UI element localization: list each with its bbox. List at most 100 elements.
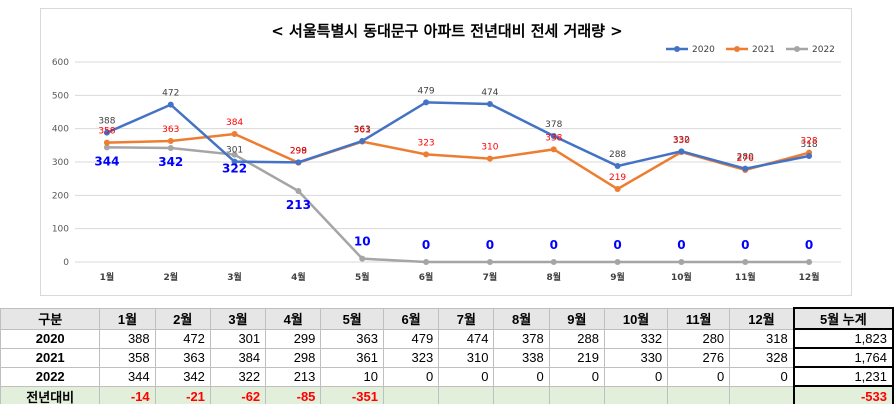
x-tick-label: 5월: [355, 271, 370, 283]
data-point-2022: [742, 259, 749, 265]
table-cell: 322: [209, 366, 267, 387]
table-cell: -533: [792, 385, 894, 404]
table-cell: 338: [493, 347, 550, 368]
table-header-cell: 7월: [438, 307, 495, 330]
data-point-2021: [614, 186, 621, 192]
table-cell: 276: [667, 347, 731, 368]
y-tick-label: 0: [63, 258, 69, 268]
data-point-2020: [614, 163, 621, 169]
chart-area: < 서울특별시 동대문구 아파트 전년대비 전세 거래량 >0 100 200 300…: [40, 8, 852, 296]
table-cell: [667, 385, 731, 404]
data-point-2021: [167, 138, 174, 144]
table-cell: 219: [548, 347, 605, 368]
table-row: 2022 344 342 322 213 10 0 0 0 0 0 0 0 1,231: [0, 366, 894, 387]
data-label-2020: 299: [290, 146, 307, 156]
table-cell: 299: [265, 328, 322, 349]
data-label-2022: 0: [805, 238, 813, 252]
data-point-2022: [486, 259, 493, 265]
data-point-2022: [806, 259, 813, 265]
table-cell: [729, 385, 795, 404]
table-cell: 288: [548, 328, 605, 349]
table-cell: 1,231: [792, 366, 894, 387]
table-cell: 10: [320, 366, 384, 387]
table-row-label: 2020: [0, 328, 101, 349]
table-cell: 358: [99, 347, 156, 368]
data-label-2021: 323: [417, 138, 434, 148]
table-header-row: 구분 1월 2월 3월 4월 5월 6월 7월 8월 9월 10월 11월 12월 5월 누계: [0, 307, 894, 330]
y-tick-label: 600: [52, 58, 69, 68]
y-tick-label: 200: [52, 191, 69, 201]
table-header-cell: 9월: [548, 307, 605, 330]
table-row-label: 2021: [0, 347, 101, 368]
table-row: 2021 358 363 384 298 361 323 310 338 219 330 276 328…: [0, 347, 894, 368]
legend-marker-2022: [794, 46, 800, 52]
data-point-2022: [295, 188, 302, 194]
x-tick-label: 7월: [483, 271, 498, 283]
table-header-cell: 6월: [382, 307, 440, 330]
table-cell: 472: [154, 328, 211, 349]
data-label-2022: 342: [158, 155, 183, 169]
table-cell: 363: [320, 328, 384, 349]
data-label-2022: 0: [422, 238, 430, 252]
x-tick-label: 1월: [100, 271, 115, 283]
x-tick-label: 12월: [799, 271, 820, 283]
y-tick-label: 100: [52, 225, 69, 235]
table-cell: [603, 385, 669, 404]
table-header-cell: 5월: [320, 307, 384, 330]
data-label-2021: 384: [226, 118, 243, 128]
data-label-2020: 301: [226, 146, 243, 156]
y-tick-label: 500: [52, 91, 69, 101]
data-label-2021: 298: [290, 147, 307, 157]
x-tick-label: 4월: [291, 271, 306, 283]
x-tick-label: 9월: [610, 271, 625, 283]
x-tick-label: 6월: [419, 271, 434, 283]
line-chart: < 서울특별시 동대문구 아파트 전년대비 전세 거래량 >0100200300…: [52, 22, 841, 283]
table-cell: 280: [667, 328, 731, 349]
table-cell: 361: [320, 347, 384, 368]
legend-marker-2020: [674, 46, 680, 52]
table-cell: 301: [209, 328, 267, 349]
data-point-2020: [742, 165, 749, 172]
data-label-2020: 472: [162, 89, 179, 99]
data-point-2020: [167, 101, 174, 108]
table-cell: 388: [99, 328, 156, 349]
table-cell: 0: [438, 366, 495, 387]
table-row-label: 2022: [0, 366, 101, 387]
table-row: 2020 388 472 301 299 363 479 474 378 288 332 280 318…: [0, 328, 894, 349]
data-label-2022: 0: [741, 238, 749, 252]
data-label-2021: 361: [354, 126, 371, 136]
table-cell: 479: [382, 328, 440, 349]
table-cell: -14: [99, 385, 156, 404]
data-label-2021: 219: [609, 173, 626, 183]
data-point-2022: [550, 259, 557, 265]
data-label-2020: 363: [354, 125, 371, 135]
table-header-cell: 3월: [209, 307, 267, 330]
table-cell: [548, 385, 605, 404]
data-point-2022: [423, 259, 430, 265]
y-tick-label: 300: [52, 158, 69, 168]
data-point-2021: [486, 155, 493, 162]
data-label-2020: 318: [800, 140, 817, 150]
table-cell: 330: [603, 347, 669, 368]
data-label-2022: 213: [286, 198, 311, 212]
data-point-2020: [423, 99, 430, 106]
table-cell: 0: [729, 366, 795, 387]
data-point-2021: [103, 139, 110, 146]
y-tick-label: 400: [52, 125, 69, 135]
legend-label-2021: 2021: [752, 45, 775, 55]
table-cell: 298: [265, 347, 322, 368]
data-point-2022: [678, 259, 685, 265]
table-cell: 342: [154, 366, 211, 387]
x-tick-label: 10월: [671, 271, 692, 283]
table-cell: 1,823: [792, 328, 894, 349]
data-point-2020: [678, 148, 685, 155]
data-label-2020: 474: [481, 88, 498, 98]
data-point-2020: [806, 153, 813, 159]
x-tick-label: 2월: [163, 271, 178, 283]
data-label-2021: 276: [737, 154, 754, 164]
table-cell: 0: [603, 366, 669, 387]
data-point-2022: [231, 151, 238, 158]
data-label-2022: 344: [94, 154, 119, 168]
x-tick-label: 8월: [546, 271, 561, 283]
table-row-label: 전년대비: [0, 385, 101, 404]
